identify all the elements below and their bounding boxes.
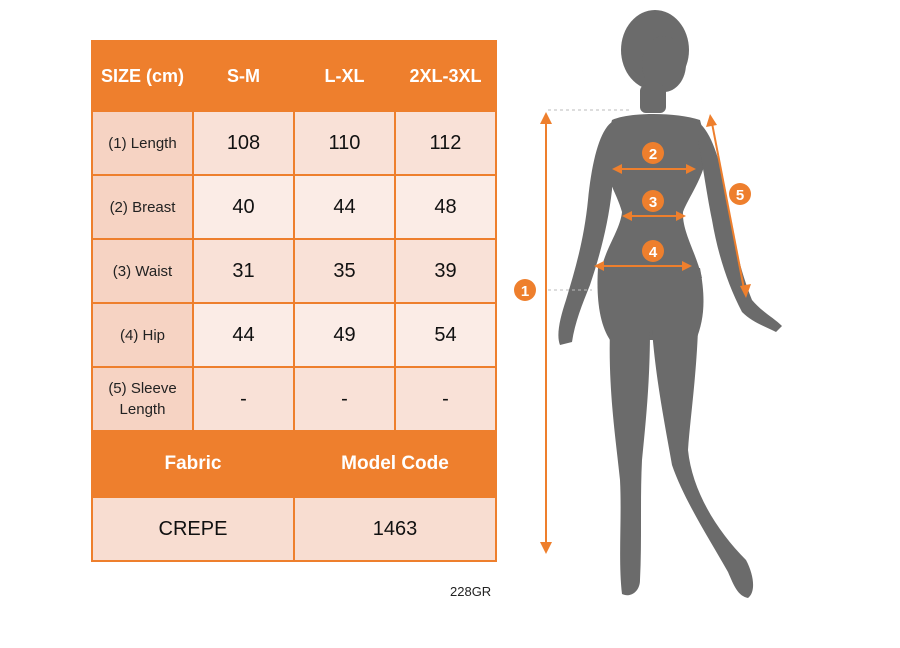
- waist-2xl-3xl: 39: [394, 238, 497, 304]
- size-col-s-m: S-M: [192, 40, 295, 112]
- svg-text:3: 3: [649, 194, 657, 211]
- length-s-m: 108: [192, 110, 295, 176]
- marker-1: 1: [514, 279, 536, 301]
- table-row: (5) Sleeve Length - - -: [91, 366, 497, 432]
- row-label-hip: (4) Hip: [91, 302, 194, 368]
- table-row: (4) Hip 44 49 54: [91, 302, 497, 368]
- table-row: (3) Waist 31 35 39: [91, 238, 497, 304]
- hip-l-xl: 49: [293, 302, 396, 368]
- row-label-length: (1) Length: [91, 110, 194, 176]
- sleeve-arrow: [710, 117, 746, 295]
- fabric-value: CREPE: [91, 496, 295, 562]
- marker-4: 4: [642, 240, 664, 262]
- fabric-header-row: Fabric Model Code: [91, 430, 497, 498]
- fabric-value-row: CREPE 1463: [91, 496, 497, 562]
- breast-2xl-3xl: 48: [394, 174, 497, 240]
- size-col-l-xl: L-XL: [293, 40, 396, 112]
- breast-s-m: 40: [192, 174, 295, 240]
- arrow-head: [540, 112, 552, 124]
- fabric-label: Fabric: [91, 430, 295, 498]
- length-l-xl: 110: [293, 110, 396, 176]
- sleeve-l-xl: -: [293, 366, 396, 432]
- waist-l-xl: 35: [293, 238, 396, 304]
- length-2xl-3xl: 112: [394, 110, 497, 176]
- marker-5: 5: [729, 183, 751, 205]
- size-header-cell: SIZE (cm): [91, 40, 194, 112]
- marker-3: 3: [642, 190, 664, 212]
- silhouette-icon: [558, 10, 782, 598]
- sleeve-s-m: -: [192, 366, 295, 432]
- svg-text:2: 2: [649, 146, 657, 163]
- row-label-sleeve-length: (5) Sleeve Length: [91, 366, 194, 432]
- size-header-row: SIZE (cm) S-M L-XL 2XL-3XL: [91, 40, 497, 112]
- hip-s-m: 44: [192, 302, 295, 368]
- size-col-2xl-3xl: 2XL-3XL: [394, 40, 497, 112]
- svg-text:4: 4: [649, 244, 658, 261]
- table-row: (1) Length 108 110 112: [91, 110, 497, 176]
- hip-2xl-3xl: 54: [394, 302, 497, 368]
- svg-text:5: 5: [736, 187, 744, 204]
- waist-s-m: 31: [192, 238, 295, 304]
- table-row: (2) Breast 40 44 48: [91, 174, 497, 240]
- measurement-figure: 1 2 3 4 5: [514, 10, 782, 598]
- svg-text:1: 1: [521, 283, 529, 300]
- model-code-label: Model Code: [293, 430, 497, 498]
- model-code-value: 1463: [293, 496, 497, 562]
- size-chart-table: SIZE (cm) S-M L-XL 2XL-3XL (1) Length 10…: [91, 40, 497, 562]
- product-code: 228GR: [450, 584, 492, 599]
- row-label-waist: (3) Waist: [91, 238, 194, 304]
- arrow-head: [540, 542, 552, 554]
- marker-2: 2: [642, 142, 664, 164]
- sleeve-2xl-3xl: -: [394, 366, 497, 432]
- breast-l-xl: 44: [293, 174, 396, 240]
- row-label-breast: (2) Breast: [91, 174, 194, 240]
